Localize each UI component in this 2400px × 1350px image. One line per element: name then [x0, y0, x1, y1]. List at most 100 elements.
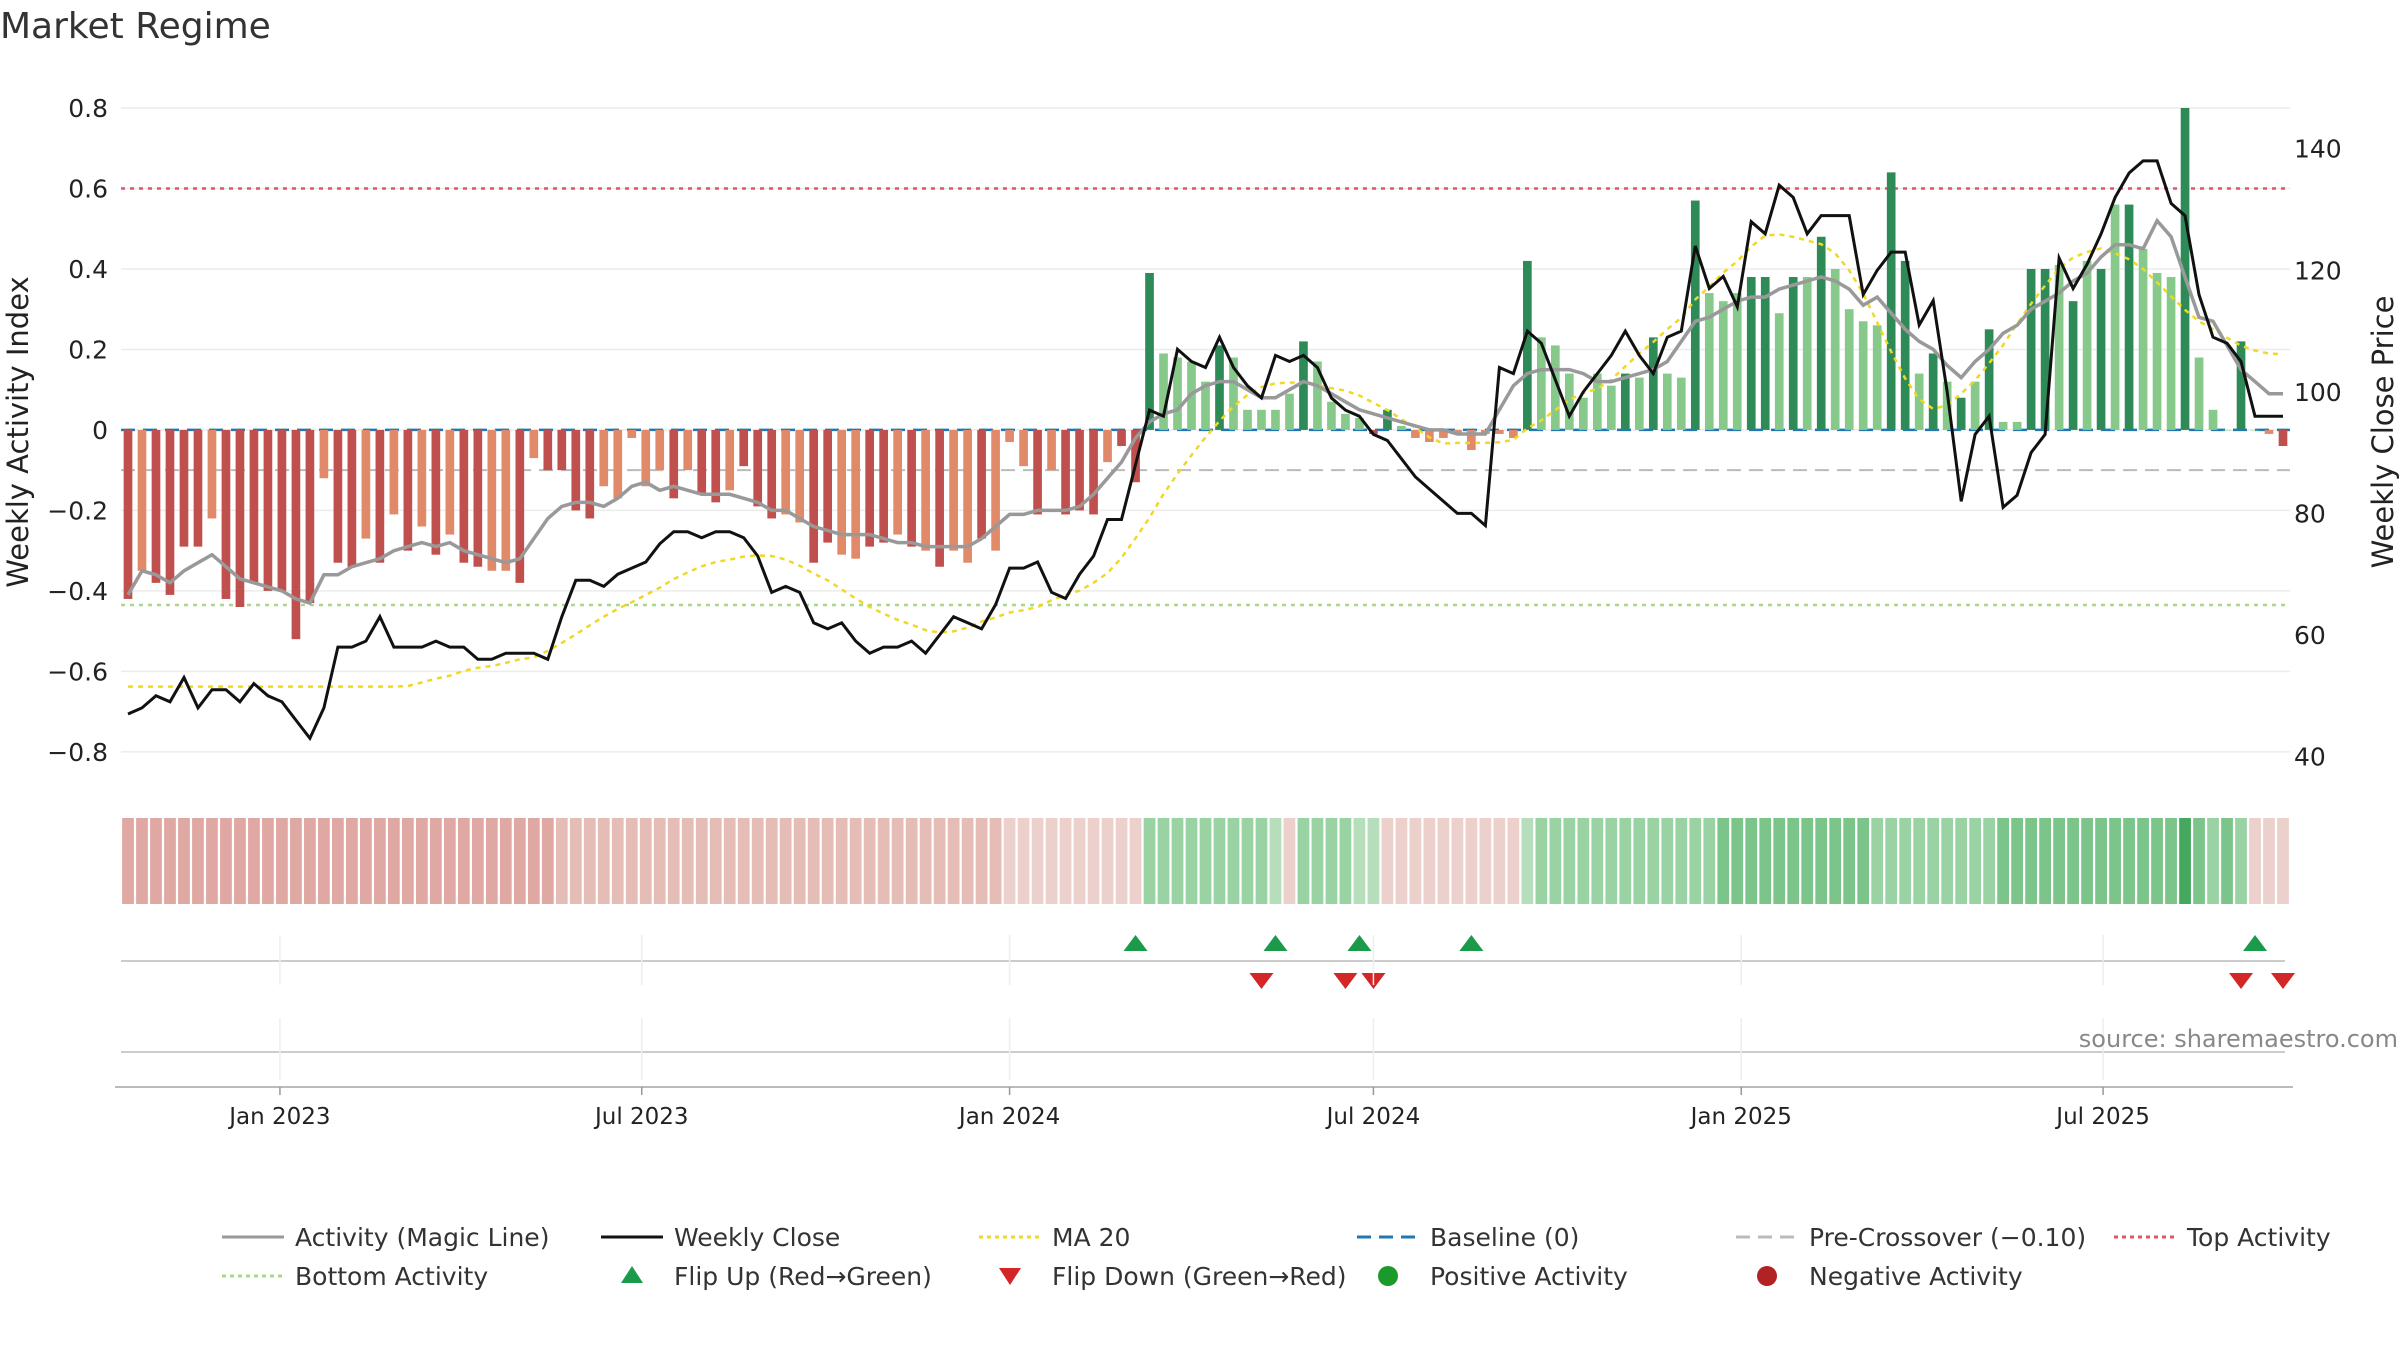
- regime-cell: [1563, 818, 1576, 904]
- activity-bar: [795, 429, 805, 523]
- regime-strip: [122, 818, 2289, 904]
- activity-bar: [837, 429, 847, 555]
- activity-bar: [2180, 108, 2190, 430]
- regime-cell: [765, 818, 778, 904]
- legend-swatch: [621, 1266, 643, 1283]
- activity-bar: [557, 429, 567, 471]
- activity-bar: [809, 429, 819, 563]
- activity-bar: [1606, 385, 1616, 430]
- activity-bar: [1341, 413, 1350, 430]
- regime-cell: [905, 818, 918, 904]
- regime-cell: [1297, 818, 1310, 904]
- regime-cell: [849, 818, 862, 904]
- left-tick-label: −0.6: [47, 657, 108, 686]
- flip-down-marker: [2229, 973, 2254, 989]
- legend-label: Pre-Crossover (−0.10): [1809, 1223, 2086, 1252]
- regime-cell: [779, 818, 792, 904]
- regime-cell: [318, 818, 330, 904]
- regime-cell: [1815, 818, 1828, 904]
- regime-cell: [1437, 818, 1450, 904]
- activity-bar: [977, 429, 986, 539]
- activity-bar: [263, 429, 273, 591]
- regime-cell: [989, 818, 1002, 904]
- legend-item: Negative Activity: [1757, 1262, 2023, 1291]
- regime-cell: [1185, 818, 1198, 904]
- regime-cell: [2067, 818, 2079, 904]
- legend-label: Weekly Close: [674, 1223, 840, 1252]
- right-axis-label: Weekly Close Price: [2366, 296, 2400, 569]
- activity-bar: [725, 429, 735, 491]
- regime-cell: [2123, 818, 2135, 904]
- regime-cell: [234, 818, 246, 904]
- regime-cell: [304, 818, 316, 904]
- flip-up-marker: [1123, 935, 1148, 951]
- activity-bar: [207, 429, 217, 519]
- regime-cell: [2235, 818, 2247, 904]
- activity-bar: [585, 429, 595, 519]
- left-tick-label: −0.8: [47, 738, 108, 767]
- activity-bar: [2152, 272, 2162, 430]
- activity-bar: [1844, 309, 1854, 430]
- regime-cell: [1283, 818, 1296, 904]
- regime-cell: [457, 818, 470, 904]
- regime-cell: [178, 818, 190, 904]
- regime-cell: [2011, 818, 2024, 904]
- activity-bar: [2250, 429, 2260, 431]
- activity-bar: [2068, 301, 2078, 430]
- activity-bar: [1229, 357, 1238, 430]
- magic-line-layer: [126, 217, 2283, 606]
- activity-bar: [1704, 293, 1714, 430]
- legend-label: Positive Activity: [1430, 1262, 1628, 1291]
- activity-bar: [935, 429, 944, 567]
- regime-cell: [513, 818, 526, 904]
- regime-cell: [1353, 818, 1366, 904]
- activity-bar: [1872, 325, 1882, 430]
- activity-bar: [991, 429, 1000, 551]
- legend-label: Flip Up (Red→Green): [674, 1262, 932, 1291]
- activity-bar: [739, 429, 749, 467]
- regime-cell: [1059, 818, 1072, 904]
- regime-cell: [2109, 818, 2121, 904]
- regime-cell: [1745, 818, 1758, 904]
- regime-cell: [1759, 818, 1772, 904]
- activity-bar: [1914, 373, 1924, 430]
- legend-label: Flip Down (Green→Red): [1052, 1262, 1347, 1291]
- activity-bar: [865, 429, 874, 547]
- regime-cell: [1885, 818, 1898, 904]
- activity-bar: [515, 429, 525, 583]
- regime-cell: [1311, 818, 1324, 904]
- activity-bar: [1788, 277, 1798, 430]
- activity-bar: [1355, 417, 1364, 430]
- activity-bar: [1956, 397, 1966, 430]
- regime-cell: [1129, 818, 1142, 904]
- legend-swatch: [1378, 1266, 1398, 1286]
- regime-cell: [1591, 818, 1604, 904]
- activity-bar: [445, 429, 455, 535]
- regime-cell: [1619, 818, 1632, 904]
- left-tick-label: −0.4: [47, 577, 108, 606]
- activity-bar: [1830, 268, 1840, 430]
- flip-panel: [121, 935, 2296, 989]
- legend-item: Baseline (0): [1357, 1223, 1579, 1252]
- regime-cell: [1829, 818, 1842, 904]
- x-axis-ticks: Jan 2023 Jul 2023 Jan 2024 Jul 2024 Jan 2025…: [227, 935, 2150, 1130]
- activity-bar: [1648, 337, 1658, 430]
- regime-cell: [1031, 818, 1044, 904]
- regime-cell: [1255, 818, 1268, 904]
- activity-bar: [1928, 353, 1938, 430]
- activity-bar: [1634, 377, 1644, 430]
- activity-bar: [1662, 373, 1672, 430]
- activity-bar: [1551, 345, 1560, 430]
- regime-cell: [332, 818, 344, 904]
- activity-bar: [781, 429, 791, 515]
- x-tick-label: Jan 2025: [1689, 1104, 1792, 1130]
- activity-bar: [767, 429, 777, 519]
- activity-bar: [333, 429, 343, 563]
- activity-bar: [389, 429, 399, 515]
- regime-cell: [919, 818, 932, 904]
- regime-cell: [1199, 818, 1212, 904]
- regime-cell: [821, 818, 834, 904]
- flip-up-marker: [1347, 935, 1372, 951]
- regime-cell: [1269, 818, 1282, 904]
- regime-cell: [471, 818, 484, 904]
